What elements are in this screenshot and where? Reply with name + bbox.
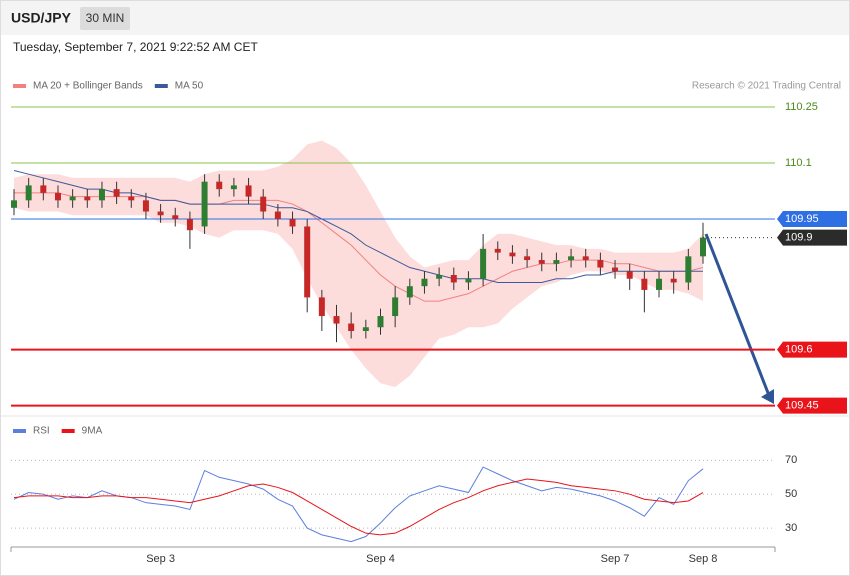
level-label: 109.95 (785, 213, 819, 225)
legend-swatch (154, 84, 168, 88)
candle-body (626, 271, 633, 279)
moving-average (13, 169, 703, 283)
candle-body (480, 248, 487, 279)
candle-body (54, 192, 61, 201)
legend-label: RSI (33, 426, 50, 437)
x-tick-label: Sep 7 (601, 553, 630, 565)
legend-label: MA 20 + Bollinger Bands (33, 81, 143, 92)
candle-body (172, 215, 179, 219)
candle-body (450, 275, 457, 283)
level-label: 109.6 (785, 344, 813, 356)
candle-body (406, 286, 413, 298)
candle-body (260, 196, 267, 212)
candle-body (216, 181, 223, 190)
level-label-box (777, 211, 847, 227)
candle-body (612, 267, 619, 272)
candle-body (25, 185, 32, 201)
candle-body (641, 278, 648, 290)
copyright: Research © 2021 Trading Central (692, 81, 841, 92)
candle-body (553, 260, 560, 264)
bollinger-band (14, 140, 703, 387)
candle-body (98, 189, 105, 201)
candle-body (289, 219, 296, 227)
legend-swatch (13, 429, 26, 433)
candle-body (128, 196, 135, 201)
candle-body (465, 278, 472, 283)
candle-body (84, 196, 91, 201)
last-price-label: 109.9 (785, 232, 813, 244)
candle-body (421, 278, 428, 287)
candle-body (113, 189, 120, 197)
candle-body (274, 211, 281, 219)
candle-body (186, 219, 193, 231)
candle-body (142, 200, 149, 212)
candle-body (670, 278, 677, 283)
candle-body (157, 211, 164, 216)
rsi-line (13, 478, 704, 536)
level-label: 110.25 (785, 101, 818, 113)
candle-body (230, 185, 237, 190)
level-label-box (777, 397, 847, 414)
candle-body (509, 252, 516, 257)
x-tick-label: Sep 4 (366, 553, 395, 565)
candle-body (318, 297, 325, 317)
x-tick-label: Sep 3 (146, 553, 175, 565)
candle-body (685, 256, 692, 283)
header-bar (1, 1, 849, 35)
legend-label: MA 50 (175, 81, 204, 92)
candle-body (348, 323, 355, 331)
candle-body (597, 260, 604, 268)
interval-badge[interactable] (80, 7, 130, 30)
candle-body (11, 200, 17, 208)
candle-body (201, 181, 208, 227)
timestamp: Tuesday, September 7, 2021 9:22:52 AM CE… (13, 40, 258, 54)
y-tick-label: 50 (785, 488, 797, 500)
candle-body (245, 185, 252, 197)
candle-body (377, 316, 384, 328)
candle-body (40, 185, 47, 193)
candle-body (568, 256, 575, 261)
legend-swatch (13, 84, 26, 88)
forecast-arrow-head (761, 389, 774, 404)
candle-body (436, 275, 443, 279)
y-tick-label: 70 (785, 454, 797, 466)
candle-body (69, 196, 76, 201)
candle-body (304, 226, 311, 298)
candle-body (494, 248, 501, 253)
candle-body (656, 278, 663, 290)
interval[interactable]: 30 MIN (86, 11, 125, 25)
x-tick-label: Sep 8 (689, 553, 718, 565)
last-price-box (777, 229, 847, 246)
candle-body (333, 316, 340, 324)
candle-body (524, 256, 531, 261)
candle-body (582, 256, 589, 261)
legend-swatch (61, 429, 75, 433)
plot-layer: 110.25 110.1 109.95 109.6 109.45 109.9 MA 20 +… (10, 81, 847, 565)
candle-body (362, 327, 369, 331)
legend-label: 9MA (82, 426, 103, 437)
level-label: 109.45 (785, 400, 819, 412)
candle-body (538, 260, 545, 264)
level-label-box (777, 341, 847, 358)
candle-body (700, 237, 706, 257)
y-tick-label: 30 (785, 522, 797, 534)
level-label: 110.1 (785, 157, 812, 169)
candle-body (392, 297, 399, 317)
symbol: USD/JPY (11, 10, 72, 26)
forecast-arrow (704, 233, 772, 399)
